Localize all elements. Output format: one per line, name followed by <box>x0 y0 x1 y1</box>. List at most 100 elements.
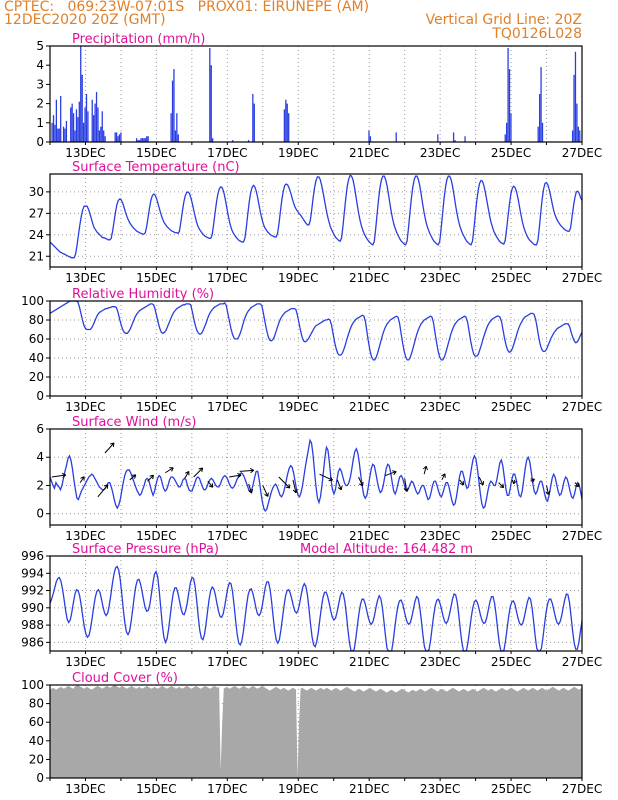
precip-bar <box>147 136 149 142</box>
y-tick-label: 986 <box>21 635 44 649</box>
panel-wind: 0 2 4 6 13DEC 15DEC 17DEC 19DEC 21DEC 23DEC 25DEC 2… <box>36 415 602 543</box>
x-tick-label: 27DEC <box>562 271 602 285</box>
x-tick-label: 23DEC <box>420 146 460 160</box>
precip-bar <box>87 111 89 142</box>
wind-vector-head <box>511 479 517 485</box>
wind-vector <box>292 479 297 493</box>
wind-vector-head <box>80 476 85 481</box>
precip-bar <box>97 107 99 142</box>
precip-bar <box>117 136 119 142</box>
x-tick-label: 23DEC <box>420 529 460 543</box>
precip-bar <box>170 113 172 142</box>
cloud-title: Cloud Cover (%) <box>72 671 178 686</box>
precip-bar <box>454 140 456 142</box>
precip-bar <box>574 51 577 143</box>
wind-vector <box>441 473 446 481</box>
precip-bar <box>464 136 466 142</box>
precip-bar <box>171 80 174 142</box>
wind-vector-head <box>441 473 446 478</box>
wind-vector <box>336 479 342 491</box>
x-tick-label: 13DEC <box>65 655 105 669</box>
precip-bar <box>58 128 60 142</box>
precip-bar <box>136 138 138 142</box>
wind-vector <box>574 482 580 488</box>
precip-bar <box>138 140 141 142</box>
x-tick-label: 19DEC <box>278 782 318 796</box>
wind-vector-head <box>422 465 428 471</box>
precip-bar <box>85 94 88 142</box>
wind-vector-head <box>358 481 364 487</box>
precip-bar <box>143 138 145 142</box>
precip-bar <box>82 122 85 142</box>
x-tick-label: 19DEC <box>278 146 318 160</box>
wind-vector-head <box>149 474 155 480</box>
wind-vector-head <box>248 489 254 494</box>
x-tick-label: 17DEC <box>207 271 247 285</box>
precip-bar <box>141 138 144 142</box>
y-tick-label: 80 <box>29 313 44 327</box>
header-date-line: 12DEC2020 20Z (GMT) <box>4 12 166 28</box>
wind-vector <box>51 474 66 478</box>
panel-precip: 0 1 2 3 4 5 13DEC 15DEC 17DEC 19DEC 21DEC 23DEC 25DE… <box>36 32 602 160</box>
precip-bar <box>64 128 66 142</box>
precip-frame <box>49 45 583 143</box>
precip-bar <box>137 140 139 142</box>
wind-vector <box>207 480 214 488</box>
panel-cloud: 0 20 40 60 80 100 13DEC 15DEC 17DEC 19DEC 21DEC 23D… <box>21 671 602 796</box>
y-tick-label: 4 <box>36 58 44 72</box>
wind-vector <box>239 469 254 472</box>
precip-bar <box>368 130 370 142</box>
y-tick-label: 27 <box>29 206 44 220</box>
panel-temp: 21 24 27 30 13DEC 15DEC 17DEC 19DEC 21DEC 23DEC 25… <box>29 160 603 285</box>
precip-bar <box>253 103 255 142</box>
precip-bar <box>212 138 214 142</box>
x-tick-label: 21DEC <box>349 146 389 160</box>
precip-bar <box>506 122 508 142</box>
precip-bar <box>210 65 212 142</box>
wind-vector <box>97 484 109 498</box>
wind-vector-head <box>208 483 214 488</box>
wind-vector <box>104 442 115 454</box>
wind-vector-head <box>109 442 115 448</box>
precip-bar <box>247 140 250 142</box>
x-tick-label: 19DEC <box>278 655 318 669</box>
y-tick-label: 100 <box>21 678 44 692</box>
x-tick-label: 15DEC <box>136 529 176 543</box>
x-tick-label: 27DEC <box>562 655 602 669</box>
wind-vector-head <box>459 480 465 486</box>
x-tick-label: 21DEC <box>349 782 389 796</box>
x-tick-label: 23DEC <box>420 782 460 796</box>
x-tick-label: 17DEC <box>207 400 247 414</box>
y-tick-label: 3 <box>36 77 44 91</box>
wind-vector <box>147 474 154 482</box>
precip-bar <box>95 92 98 142</box>
x-tick-label: 25DEC <box>491 400 531 414</box>
wind-vector <box>229 474 242 478</box>
precip-bar <box>286 103 288 142</box>
x-tick-label: 17DEC <box>207 782 247 796</box>
y-tick-label: 30 <box>29 185 44 199</box>
x-tick-label: 25DEC <box>491 782 531 796</box>
pres-frame <box>49 555 583 652</box>
pres-title: Surface Pressure (hPa) <box>72 542 219 557</box>
x-tick-label: 13DEC <box>65 782 105 796</box>
wind-vector-head <box>264 492 269 497</box>
wind-vector-head <box>249 468 255 474</box>
x-tick-label: 17DEC <box>207 529 247 543</box>
x-tick-label: 19DEC <box>278 529 318 543</box>
wind-vector <box>404 478 408 492</box>
pres-series-line <box>49 565 583 652</box>
precip-bar <box>71 103 73 142</box>
wind-series-line <box>49 438 583 512</box>
precip-bar <box>98 130 101 142</box>
precip-bar <box>65 120 68 142</box>
cloud-area <box>50 685 582 778</box>
y-tick-label: 2 <box>36 478 44 492</box>
precip-bar <box>93 115 95 142</box>
x-tick-label: 23DEC <box>420 400 460 414</box>
precip-bar <box>232 140 234 142</box>
x-tick-label: 13DEC <box>65 400 105 414</box>
precip-bar <box>52 115 55 142</box>
x-tick-label: 27DEC <box>562 146 602 160</box>
wind-vector-head <box>103 484 109 489</box>
